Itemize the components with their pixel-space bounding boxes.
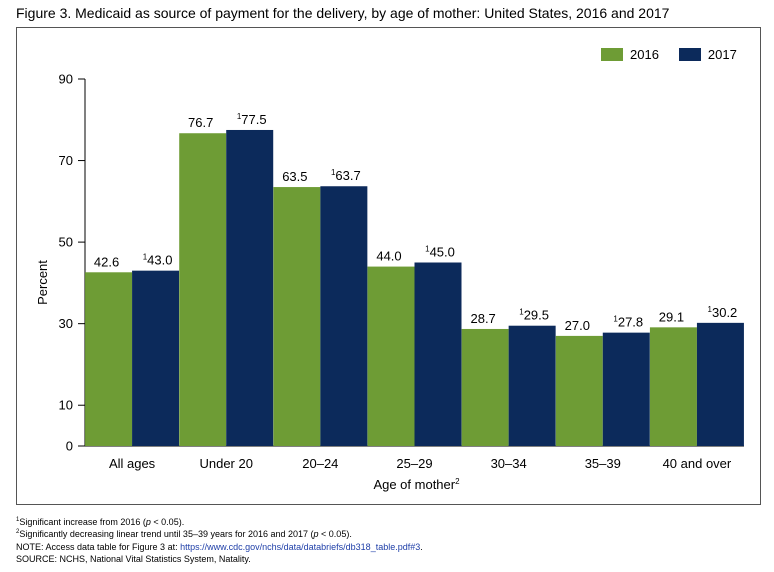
x-tick-label: All ages — [109, 456, 156, 471]
y-tick-label: 10 — [59, 398, 73, 413]
data-label-2016: 44.0 — [376, 249, 401, 264]
bar-chart: 0 10 30 50 70 90 Percent 42.6 143.0 All ages 76.7 1… — [35, 72, 744, 492]
x-tick-label: 20–24 — [302, 456, 338, 471]
bar-2016 — [649, 327, 697, 446]
footnote-1: 1Significant increase from 2016 (p < 0.0… — [16, 517, 185, 527]
bar-2017 — [508, 325, 556, 446]
data-label-2017: 130.2 — [708, 305, 738, 320]
x-tick-label: 30–34 — [491, 456, 527, 471]
data-table-link[interactable]: https://www.cdc.gov/nchs/data/databriefs… — [180, 541, 421, 552]
bar-2017 — [602, 332, 650, 446]
legend-item-2016: 2016 — [601, 47, 659, 62]
footnote-2: 2Significantly decreasing linear trend u… — [16, 529, 352, 540]
y-tick-label: 50 — [59, 235, 73, 250]
bar-2017 — [132, 270, 180, 446]
data-label-2017: 177.5 — [237, 112, 267, 127]
data-label-2016: 42.6 — [94, 254, 119, 269]
footnote-note: NOTE: Access data table for Figure 3 at:… — [16, 541, 423, 552]
footnote-source: SOURCE: NCHS, National Vital Statistics … — [16, 554, 251, 565]
y-axis-title: Percent — [35, 260, 50, 305]
x-tick-label: 25–29 — [396, 456, 432, 471]
footnotes: 1Significant increase from 2016 (p < 0.0… — [16, 516, 423, 566]
legend-label-2017: 2017 — [707, 47, 737, 62]
chart-frame: 0 10 30 50 70 90 Percent 42.6 143.0 All ages 76.7 1… — [16, 27, 761, 505]
bar-2017 — [414, 262, 462, 446]
legend-swatch-2016 — [601, 48, 623, 61]
legend-swatch-2017 — [678, 48, 701, 61]
bar-2016 — [367, 266, 415, 446]
x-tick-label: Under 20 — [199, 456, 252, 471]
figure-title: Figure 3. Medicaid as source of payment … — [16, 5, 670, 21]
legend-label-2016: 2016 — [630, 47, 659, 62]
y-tick-label: 0 — [66, 439, 73, 454]
bar-2017 — [320, 186, 368, 447]
bar-2017 — [696, 322, 744, 446]
data-label-2016: 27.0 — [565, 318, 590, 333]
bar-2016 — [273, 187, 321, 447]
bar-2016 — [461, 328, 509, 446]
bar-2016 — [555, 335, 603, 446]
x-tick-label: 40 and over — [663, 456, 732, 471]
y-tick-label: 90 — [59, 72, 73, 87]
data-label-2017: 127.8 — [613, 315, 643, 330]
y-tick-label: 70 — [59, 153, 73, 168]
y-tick-label: 30 — [59, 316, 73, 331]
data-label-2016: 28.7 — [470, 311, 495, 326]
bar-2016 — [85, 272, 133, 446]
bar-2016 — [179, 133, 227, 446]
data-label-2016: 76.7 — [188, 115, 213, 130]
legend-item-2017: 2017 — [678, 47, 737, 62]
x-tick-label: 35–39 — [585, 456, 621, 471]
data-label-2016: 29.1 — [659, 309, 684, 324]
bar-2017 — [226, 129, 274, 446]
data-label-2017: 129.5 — [519, 308, 549, 323]
data-label-2017: 145.0 — [425, 245, 455, 260]
legend: 2016 2017 — [601, 47, 737, 62]
data-label-2016: 63.5 — [282, 169, 307, 184]
data-label-2017: 163.7 — [331, 168, 361, 183]
data-label-2017: 143.0 — [143, 253, 173, 268]
x-axis-title: Age of mother2 — [373, 477, 460, 492]
